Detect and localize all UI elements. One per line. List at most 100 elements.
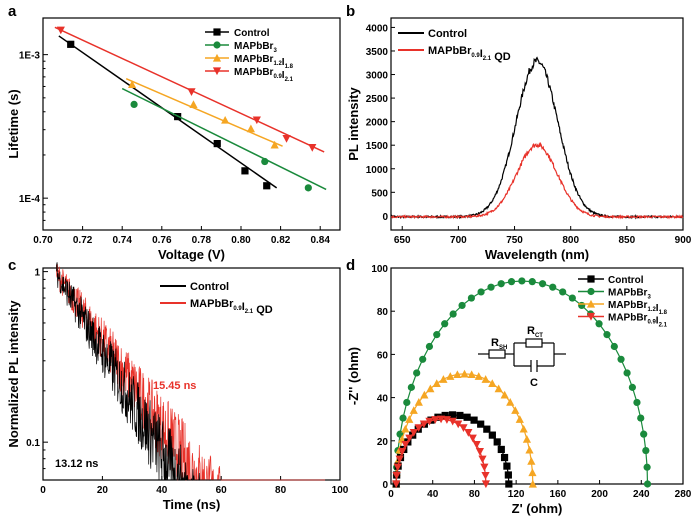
- data-point: [500, 390, 509, 399]
- data-point: [261, 157, 269, 166]
- legend-label: MAPbBr0.9I2.1: [608, 313, 668, 329]
- data-point: [497, 445, 505, 454]
- panel-label: d: [346, 257, 355, 274]
- data-point: [468, 434, 477, 443]
- data-point: [475, 448, 484, 456]
- data-point: [519, 424, 528, 433]
- fit-line: [121, 87, 327, 191]
- data-point: [528, 278, 536, 286]
- data-point: [483, 425, 491, 433]
- panel-label: b: [346, 3, 355, 20]
- legend-marker: [212, 67, 222, 76]
- x-tick-label: 160: [550, 489, 567, 500]
- x-tick-label: 0: [388, 489, 394, 500]
- data-point: [128, 80, 137, 89]
- data-point: [505, 480, 513, 488]
- fit-line: [125, 77, 283, 147]
- data-point: [405, 415, 414, 423]
- x-axis-label: Voltage (V): [158, 247, 225, 262]
- spectrum-line: [390, 141, 684, 220]
- y-tick-label: 40: [377, 394, 389, 405]
- legend-marker: [587, 275, 595, 283]
- legend-label: Control: [608, 275, 644, 286]
- data-point: [304, 184, 312, 192]
- data-point: [477, 420, 485, 428]
- data-point: [130, 100, 138, 109]
- panel-a: a 0.70 0.72 0.74 0.76 0.78 0.80 0.82 0.84 1E-3 1E-…: [6, 3, 341, 262]
- legend-label: Control: [190, 281, 229, 293]
- data-point: [187, 88, 196, 97]
- data-point: [398, 448, 407, 456]
- legend-label: MAPbBr1.2I1.8: [234, 54, 294, 70]
- data-point: [436, 415, 446, 424]
- nyquist-arc: [395, 418, 487, 485]
- legend-marker: [213, 28, 221, 36]
- data-point: [446, 372, 455, 380]
- resistor-sh-label: RSH: [491, 337, 507, 351]
- legend-label: MAPbBr3: [608, 288, 651, 301]
- data-point: [448, 411, 457, 419]
- data-point: [503, 462, 511, 470]
- y-axis-label: Lifetime (s): [6, 89, 21, 158]
- data-point: [637, 414, 645, 422]
- data-point: [643, 480, 652, 488]
- data-point: [640, 430, 648, 438]
- data-point: [525, 445, 534, 454]
- data-point: [623, 369, 631, 377]
- x-axis-label: Z' (ohm): [512, 501, 563, 516]
- data-point: [270, 140, 279, 149]
- x-tick-label: 0.72: [73, 235, 93, 246]
- data-point: [467, 370, 476, 379]
- decay-trace: [56, 263, 326, 481]
- y-axis-label: -Z'' (ohm): [346, 347, 361, 405]
- data-point: [464, 428, 473, 437]
- legend-label: Control: [428, 28, 467, 40]
- data-point: [407, 383, 415, 391]
- data-point: [504, 471, 512, 479]
- x-tick-label: 650: [394, 235, 411, 246]
- data-point: [515, 415, 524, 423]
- equivalent-circuit: RSH RCT C: [478, 325, 566, 389]
- y-tick-label: 1E-3: [19, 51, 41, 62]
- y-tick-label: 0.1: [26, 438, 40, 449]
- data-point: [409, 428, 418, 437]
- data-point: [481, 375, 490, 383]
- data-point: [393, 463, 402, 472]
- y-tick-label: 1: [34, 268, 40, 279]
- y-tick-label: 2000: [366, 118, 389, 129]
- data-point: [431, 416, 440, 424]
- data-point: [481, 480, 490, 489]
- resistor-sh: [488, 349, 506, 359]
- x-tick-label: 0.76: [152, 235, 172, 246]
- panel-b: b 650 700 750 800 850 900 0 500 1000 1500 2000 2500 3…: [346, 3, 692, 262]
- data-point: [493, 438, 501, 446]
- legend-label: Control: [234, 28, 270, 39]
- data-point: [559, 288, 567, 296]
- x-tick-label: 80: [469, 489, 481, 500]
- x-tick-label: 800: [562, 235, 579, 246]
- data-point: [419, 420, 428, 429]
- data-point: [432, 379, 441, 387]
- x-tick-label: 0.84: [310, 235, 330, 246]
- legend-label: MAPbBr3: [234, 41, 277, 54]
- x-tick-label: 0.70: [33, 235, 53, 246]
- plot-frame: [390, 17, 684, 231]
- lifetime-annotation-black: 13.12 ns: [55, 458, 98, 470]
- data-point: [528, 479, 537, 488]
- x-tick-label: 280: [675, 489, 692, 500]
- x-tick-label: 120: [508, 489, 525, 500]
- y-tick-label: 3000: [366, 71, 389, 82]
- data-point: [617, 355, 625, 363]
- data-point: [308, 144, 317, 152]
- legend-marker: [586, 312, 596, 321]
- data-point: [527, 456, 536, 465]
- data-point: [221, 115, 230, 124]
- resistor-ct: [525, 338, 543, 348]
- lifetime-annotation-red: 15.45 ns: [153, 380, 196, 392]
- panel-label: a: [8, 3, 17, 20]
- data-point: [282, 135, 291, 143]
- data-point: [603, 331, 611, 339]
- legend-marker: [213, 41, 221, 49]
- data-point: [474, 372, 483, 380]
